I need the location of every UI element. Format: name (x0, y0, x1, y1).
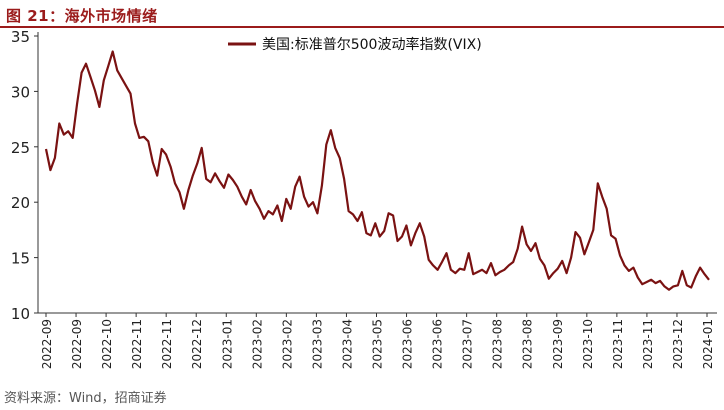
series-line-vix (44, 50, 710, 291)
y-tick-label: 30 (11, 83, 30, 101)
x-tick-label: 2023-08 (491, 319, 505, 369)
figure-header: 图 21：海外市场情绪 (0, 0, 724, 30)
legend-label: 美国:标准普尔500波动率指数(VIX) (262, 36, 482, 53)
x-tick-label: 2023-11 (641, 319, 655, 369)
x-tick-label: 2023-11 (611, 319, 625, 369)
x-tick-label: 2022-09 (70, 319, 84, 369)
y-tick-label: 20 (11, 194, 30, 212)
x-tick-label: 2022-10 (100, 319, 114, 369)
x-tick-label: 2023-09 (551, 319, 565, 369)
x-tick-label: 2023-02 (250, 319, 264, 369)
x-tick-label: 2023-12 (671, 319, 685, 369)
x-tick-label: 2022-11 (130, 319, 144, 369)
source-note: 资料来源：Wind，招商证券 (4, 391, 167, 406)
x-tick-label: 2023-07 (461, 319, 475, 369)
x-tick-label: 2023-03 (310, 319, 324, 369)
y-tick-label: 25 (11, 139, 30, 157)
x-tick-label: 2022-09 (40, 319, 54, 369)
x-tick-label: 2023-01 (220, 319, 234, 369)
x-tick-label: 2023-06 (431, 319, 445, 369)
x-tick-label: 2023-10 (581, 319, 595, 369)
x-tick-label: 2022-12 (190, 319, 204, 369)
y-tick-label: 15 (11, 250, 30, 268)
vix-line-chart: 10 15 20 25 30 35 2022-09 2022-09 2022-10 2022-11… (11, 28, 717, 369)
y-tick-label: 10 (11, 305, 30, 323)
title-divider (0, 26, 724, 28)
y-tick-label: 35 (11, 28, 30, 46)
x-tick-label: 2023-08 (521, 319, 535, 369)
x-tick-label: 2023-06 (401, 319, 415, 369)
x-tick-label: 2024-01 (701, 319, 715, 369)
x-tick-label: 2023-04 (340, 319, 354, 369)
x-tick-label: 2022-11 (160, 319, 174, 369)
x-tick-label: 2023-05 (371, 319, 385, 369)
x-tick-label: 2023-02 (280, 319, 294, 369)
figure-title: 图 21：海外市场情绪 (6, 7, 158, 25)
